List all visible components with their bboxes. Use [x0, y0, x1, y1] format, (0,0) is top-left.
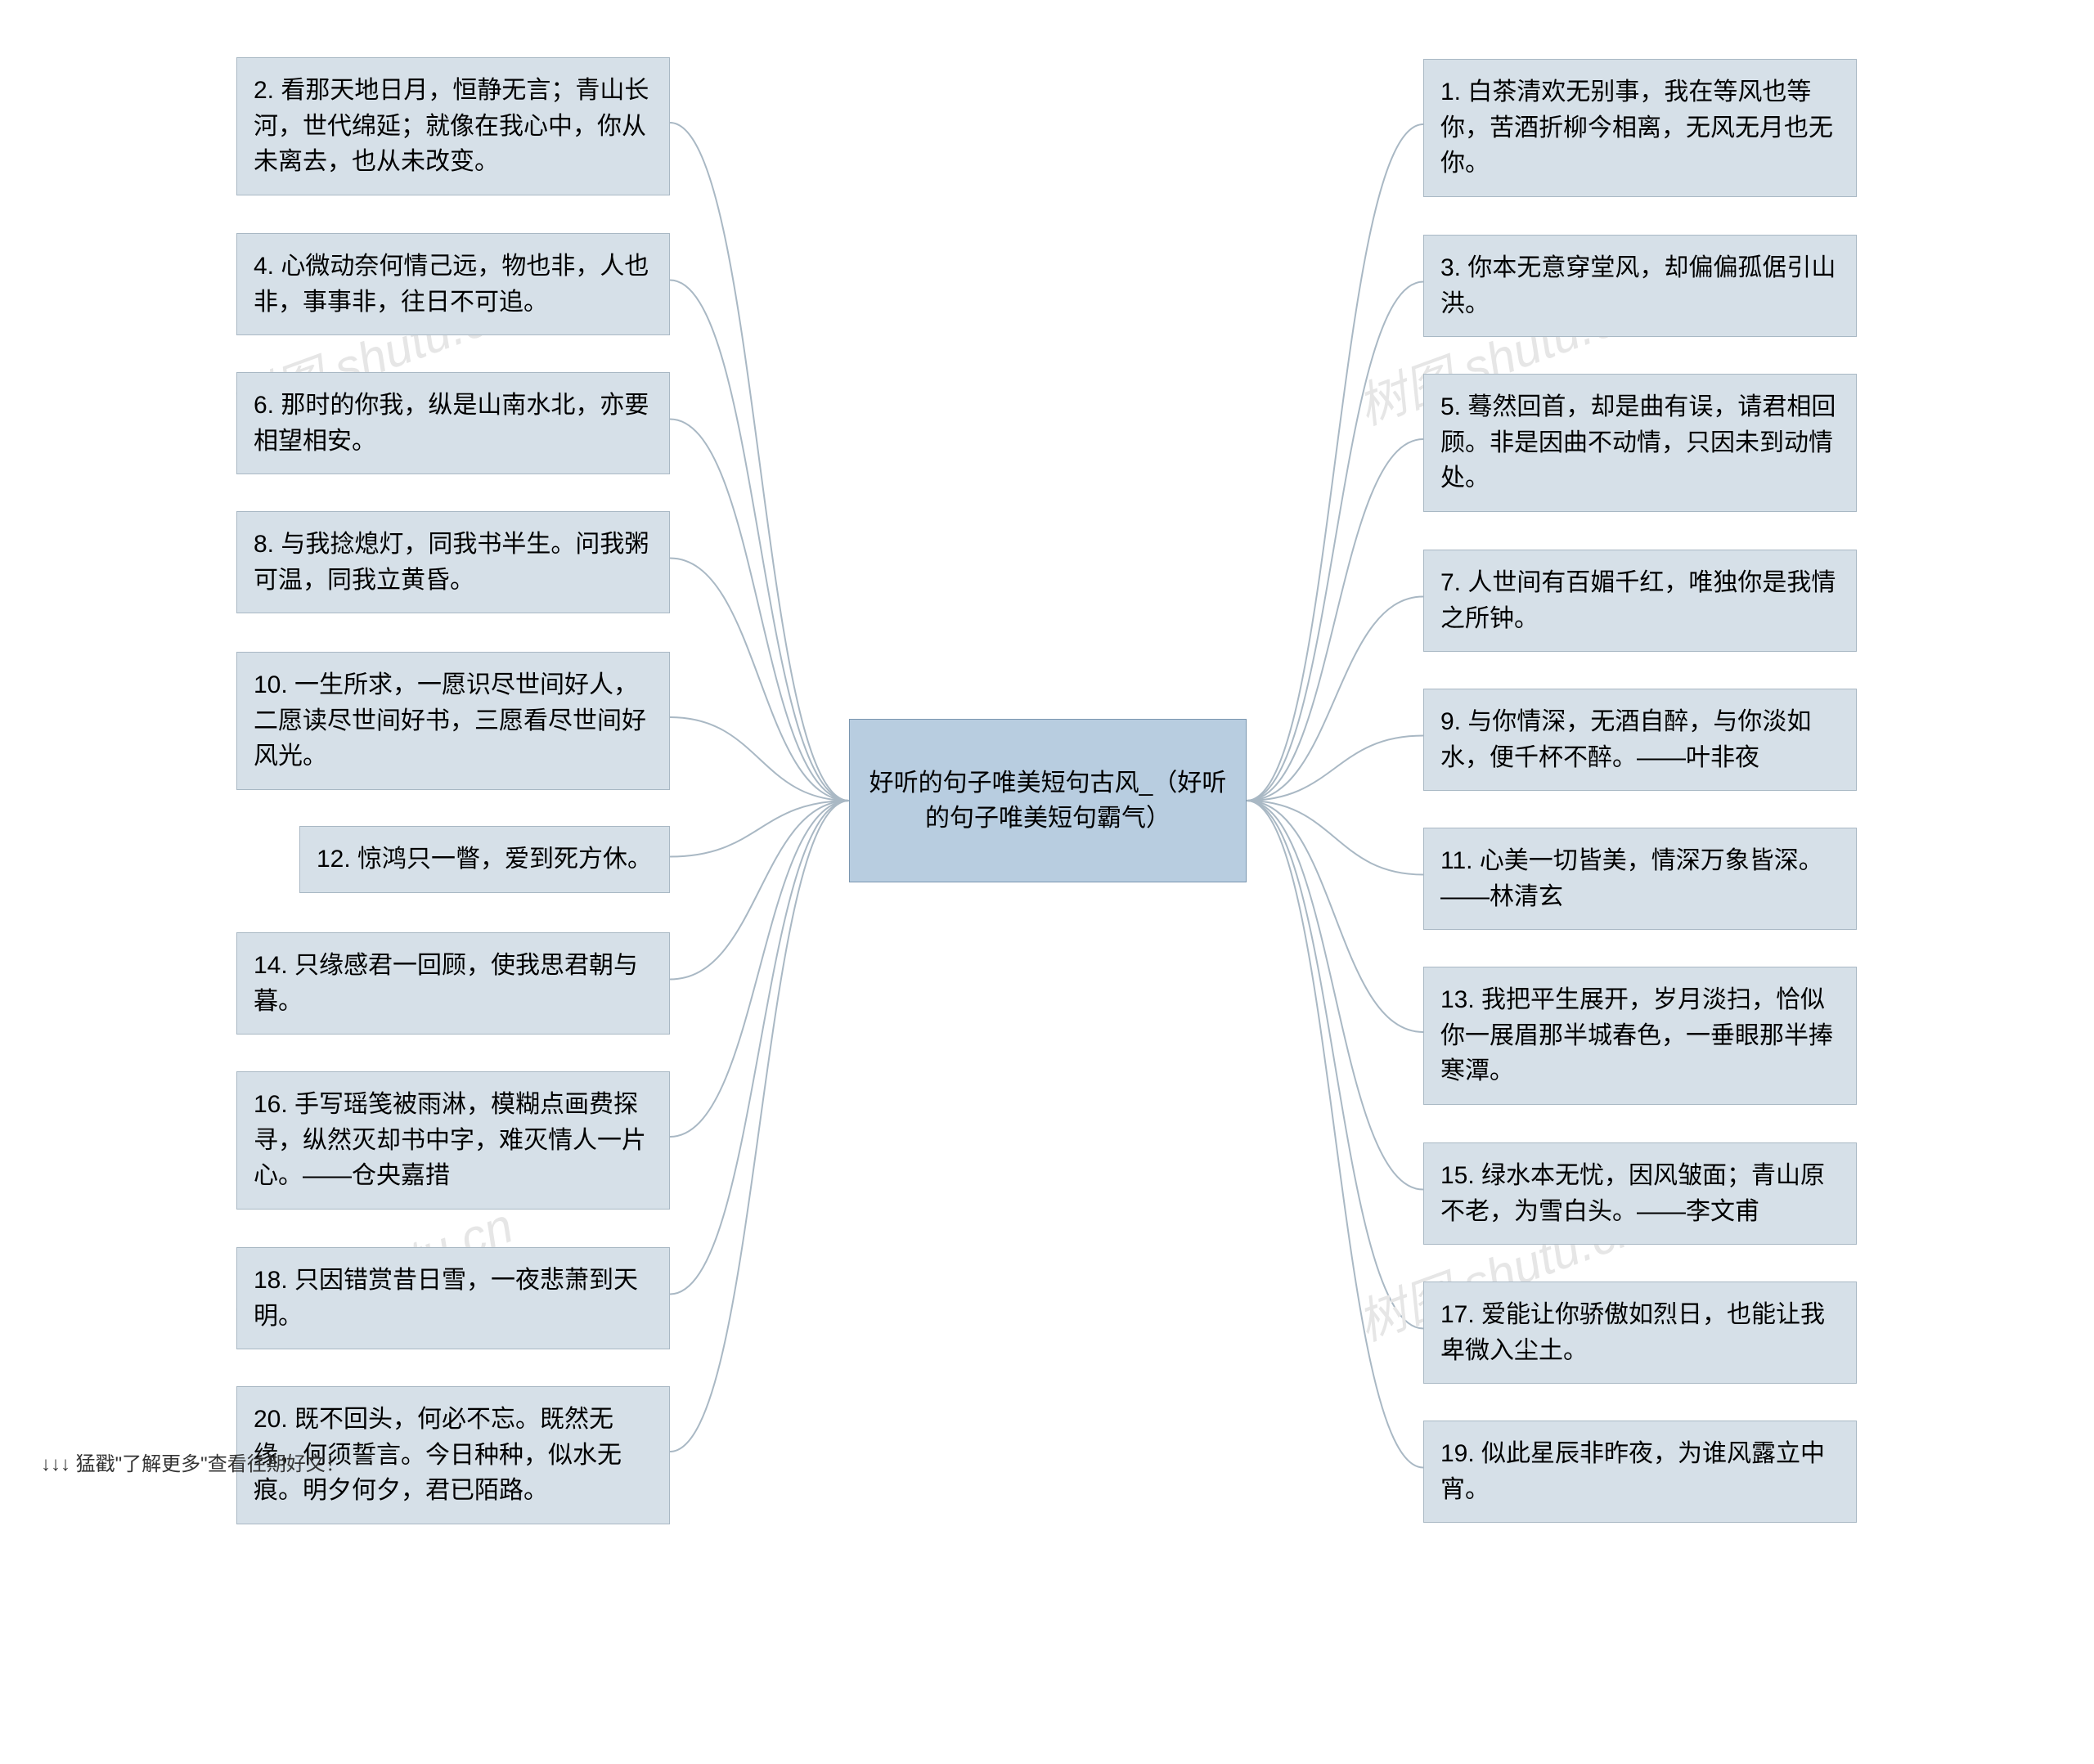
mindmap-node: 16. 手写瑶笺被雨淋，模糊点画费探寻，纵然灭却书中字，难灭情人一片心。——仓央…: [236, 1071, 670, 1210]
connector: [1247, 801, 1423, 1329]
connector: [670, 801, 849, 1452]
node-text: 1. 白茶清欢无别事，我在等风也等你，苦酒折柳今相离，无风无月也无你。: [1440, 74, 1840, 182]
mindmap-node: 1. 白茶清欢无别事，我在等风也等你，苦酒折柳今相离，无风无月也无你。: [1423, 59, 1857, 197]
connector: [670, 123, 849, 801]
mindmap-node: 3. 你本无意穿堂风，却偏偏孤倨引山洪。: [1423, 235, 1857, 337]
footnote-text: ↓↓↓ 猛戳"了解更多"查看往期好文！: [41, 1448, 345, 1476]
connector: [670, 281, 849, 801]
node-text: 2. 看那天地日月，恒静无言；青山长河，世代绵延；就像在我心中，你从未离去，也从…: [254, 73, 653, 180]
mindmap-node: 7. 人世间有百媚千红，唯独你是我情之所钟。: [1423, 550, 1857, 652]
mindmap-node: 8. 与我捻熄灯，同我书半生。问我粥可温，同我立黄昏。: [236, 511, 670, 613]
mindmap-node: 10. 一生所求，一愿识尽世间好人，二愿读尽世间好书，三愿看尽世间好风光。: [236, 652, 670, 790]
connector: [670, 801, 849, 857]
node-text: 5. 蓦然回首，却是曲有误，请君相回顾。非是因曲不动情，只因未到动情处。: [1440, 389, 1840, 496]
node-text: 11. 心美一切皆美，情深万象皆深。——林清玄: [1440, 843, 1840, 914]
node-text: 6. 那时的你我，纵是山南水北，亦要相望相安。: [254, 388, 653, 459]
connector: [1247, 597, 1423, 801]
connector: [670, 559, 849, 801]
mindmap-node: 17. 爱能让你骄傲如烈日，也能让我卑微入尘土。: [1423, 1281, 1857, 1384]
node-text: 15. 绿水本无忧，因风皱面；青山原不老，为雪白头。——李文甫: [1440, 1158, 1840, 1229]
node-text: 8. 与我捻熄灯，同我书半生。问我粥可温，同我立黄昏。: [254, 527, 653, 598]
connector: [1247, 736, 1423, 801]
mindmap-node: 13. 我把平生展开，岁月淡扫，恰似你一展眉那半城春色，一垂眼那半捧寒潭。: [1423, 967, 1857, 1105]
connector: [1247, 439, 1423, 801]
node-text: 16. 手写瑶笺被雨淋，模糊点画费探寻，纵然灭却书中字，难灭情人一片心。——仓央…: [254, 1087, 653, 1194]
node-text: 10. 一生所求，一愿识尽世间好人，二愿读尽世间好书，三愿看尽世间好风光。: [254, 667, 653, 774]
connector: [1247, 801, 1423, 1190]
mindmap-node: 11. 心美一切皆美，情深万象皆深。——林清玄: [1423, 828, 1857, 930]
connector: [1247, 282, 1423, 801]
connector: [1247, 124, 1423, 801]
mindmap-node: 12. 惊鸿只一瞥，爱到死方休。: [299, 826, 670, 893]
mindmap-node: 2. 看那天地日月，恒静无言；青山长河，世代绵延；就像在我心中，你从未离去，也从…: [236, 57, 670, 195]
connector: [1247, 801, 1423, 1032]
node-text: 好听的句子唯美短句古风_（好听的句子唯美短句霸气）: [866, 765, 1229, 837]
mindmap-node: 18. 只因错赏昔日雪，一夜悲萧到天明。: [236, 1247, 670, 1349]
connector: [670, 420, 849, 801]
connector: [1247, 801, 1423, 875]
mindmap-node: 14. 只缘感君一回顾，使我思君朝与暮。: [236, 932, 670, 1035]
node-text: 17. 爱能让你骄傲如烈日，也能让我卑微入尘土。: [1440, 1297, 1840, 1368]
node-text: 18. 只因错赏昔日雪，一夜悲萧到天明。: [254, 1263, 653, 1334]
node-text: 14. 只缘感君一回顾，使我思君朝与暮。: [254, 948, 653, 1019]
node-text: 12. 惊鸿只一瞥，爱到死方休。: [317, 842, 652, 878]
connector: [670, 801, 849, 1295]
node-text: 4. 心微动奈何情己远，物也非，人也非，事事非，往日不可追。: [254, 249, 653, 320]
node-text: 7. 人世间有百媚千红，唯独你是我情之所钟。: [1440, 565, 1840, 636]
connector: [670, 801, 849, 980]
node-text: 3. 你本无意穿堂风，却偏偏孤倨引山洪。: [1440, 250, 1840, 321]
mindmap-node: 19. 似此星辰非昨夜，为谁风露立中宵。: [1423, 1421, 1857, 1523]
node-text: 19. 似此星辰非昨夜，为谁风露立中宵。: [1440, 1436, 1840, 1507]
connector: [1247, 801, 1423, 1468]
mindmap-node: 6. 那时的你我，纵是山南水北，亦要相望相安。: [236, 372, 670, 474]
node-text: 9. 与你情深，无酒自醉，与你淡如水，便千杯不醉。——叶非夜: [1440, 704, 1840, 775]
mindmap-center: 好听的句子唯美短句古风_（好听的句子唯美短句霸气）: [849, 719, 1247, 882]
mindmap-node: 15. 绿水本无忧，因风皱面；青山原不老，为雪白头。——李文甫: [1423, 1142, 1857, 1245]
mindmap-node: 9. 与你情深，无酒自醉，与你淡如水，便千杯不醉。——叶非夜: [1423, 689, 1857, 791]
mindmap-node: 4. 心微动奈何情己远，物也非，人也非，事事非，往日不可追。: [236, 233, 670, 335]
connector: [670, 717, 849, 801]
mindmap-node: 5. 蓦然回首，却是曲有误，请君相回顾。非是因曲不动情，只因未到动情处。: [1423, 374, 1857, 512]
connector: [670, 801, 849, 1137]
node-text: 13. 我把平生展开，岁月淡扫，恰似你一展眉那半城春色，一垂眼那半捧寒潭。: [1440, 982, 1840, 1089]
